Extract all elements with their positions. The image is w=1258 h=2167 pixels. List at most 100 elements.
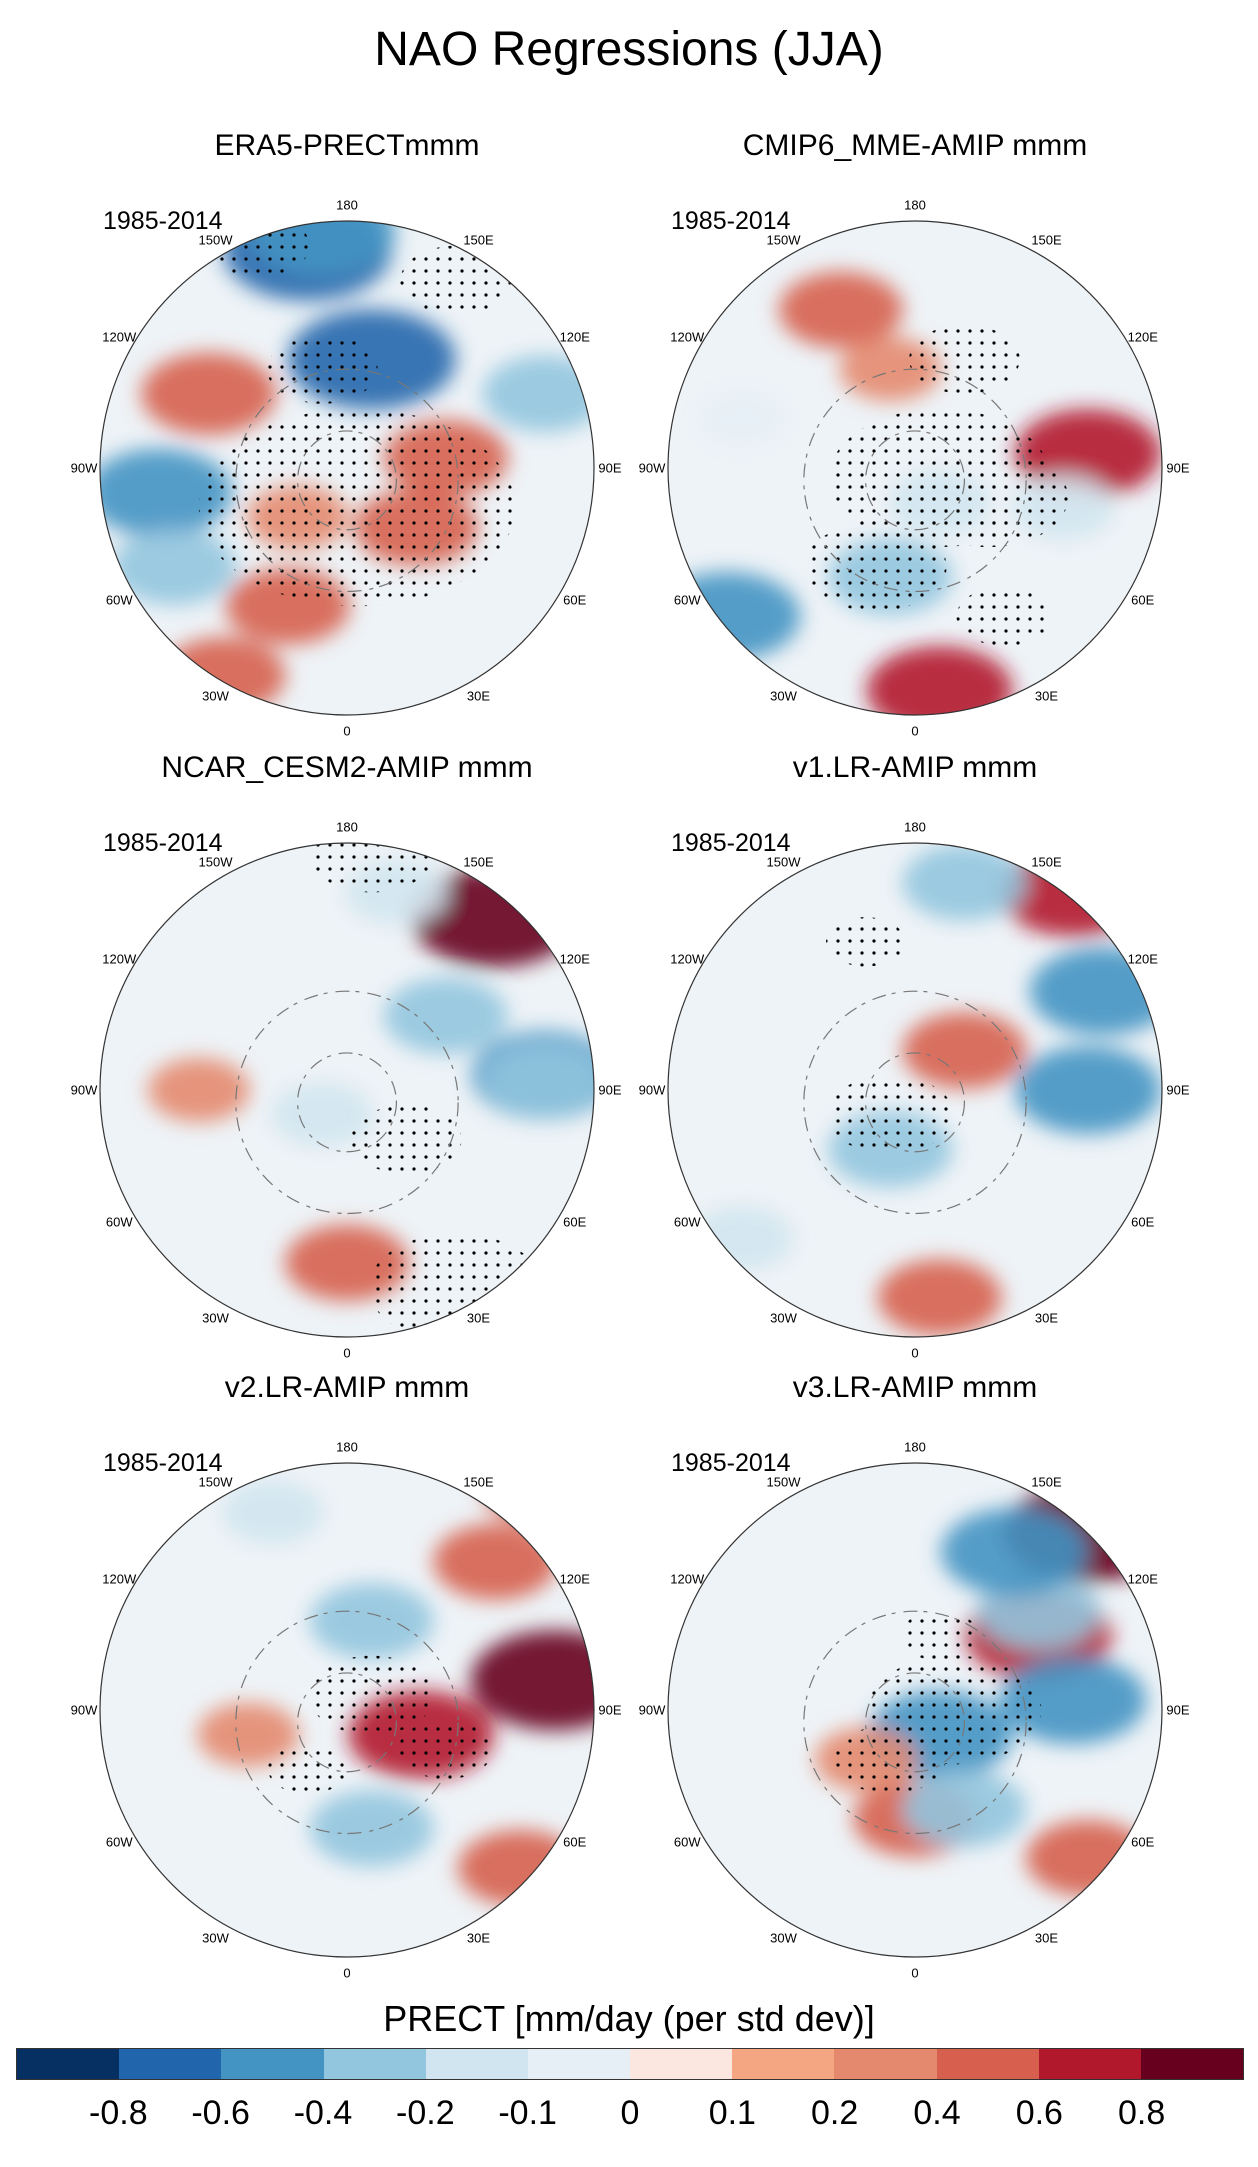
panel-period: 1985-2014 <box>103 829 223 857</box>
longitude-label: 60E <box>563 1214 587 1229</box>
anomaly-field <box>696 389 788 448</box>
anomaly-field <box>147 1058 250 1122</box>
panel-period: 1985-2014 <box>103 207 223 235</box>
colorbar-tick-label: -0.4 <box>293 2094 353 2132</box>
longitude-label: 120W <box>670 951 705 966</box>
longitude-label: 30E <box>466 1930 491 1946</box>
colorbar-tick-label: 0.1 <box>708 2094 756 2132</box>
longitude-label: 0 <box>343 1345 351 1361</box>
significance-stipple <box>350 1104 462 1174</box>
anomaly-field <box>470 1630 594 1731</box>
longitude-label: 0 <box>343 1965 351 1981</box>
anomaly-field <box>433 1523 558 1600</box>
map-border <box>667 1462 1163 1958</box>
longitude-label: 90W <box>70 1702 98 1718</box>
longitude-label: 150W <box>766 1474 801 1490</box>
panel-period: 1985-2014 <box>671 207 791 235</box>
longitude-label: 90E <box>598 460 622 476</box>
coastline <box>235 368 459 593</box>
longitude-label: 180 <box>904 1439 926 1455</box>
longitude-label: 90E <box>1166 1082 1190 1098</box>
coastline <box>297 430 398 531</box>
longitude-label: 180 <box>904 819 926 835</box>
longitude-label: 120W <box>670 329 705 344</box>
longitude-label: 180 <box>904 197 926 213</box>
longitude-label: 180 <box>336 819 358 835</box>
colorbar-segment <box>119 2049 222 2079</box>
anomaly-field <box>1025 1820 1150 1897</box>
significance-stipple <box>398 1719 494 1780</box>
longitude-label: 0 <box>911 1965 919 1981</box>
longitude-label: 60W <box>673 592 701 607</box>
longitude-label: 120E <box>1127 329 1158 344</box>
anomaly-field <box>100 448 233 537</box>
longitude-label: 180 <box>336 197 358 213</box>
panel-period: 1985-2014 <box>671 1449 791 1477</box>
anomaly-field <box>691 1206 794 1271</box>
significance-stipple <box>909 324 1020 394</box>
significance-stipple <box>826 917 906 967</box>
anomaly-field <box>902 1012 1027 1089</box>
longitude-label: 60W <box>673 1834 701 1849</box>
anomaly-field <box>902 1770 1027 1847</box>
map-border <box>99 842 595 1338</box>
anomaly-field <box>309 1583 434 1660</box>
polar-map <box>667 220 1163 716</box>
longitude-label: 90W <box>70 1082 98 1098</box>
colorbar-segment <box>323 2049 426 2079</box>
longitude-label: 150E <box>463 854 494 870</box>
colorbar-tick-label: 0.4 <box>913 2094 961 2132</box>
panel-title: ERA5-PRECTmmm <box>214 129 480 162</box>
longitude-label: 30W <box>770 1930 797 1946</box>
panel-period: 1985-2014 <box>103 1449 223 1477</box>
longitude-label: 120W <box>670 1571 705 1586</box>
longitude-label: 60E <box>563 592 587 607</box>
significance-stipple <box>266 334 378 404</box>
longitude-label: 30W <box>770 688 797 704</box>
longitude-label: 90W <box>638 460 666 476</box>
figure-title: NAO Regressions (JJA) <box>374 23 884 76</box>
longitude-label: 90E <box>598 1082 622 1098</box>
colorbar-segment <box>425 2049 528 2079</box>
colorbar-segment <box>936 2049 1039 2079</box>
coastline <box>865 1672 966 1773</box>
anomaly-field <box>482 1042 594 1119</box>
panel-title: NCAR_CESM2-AMIP mmm <box>161 751 533 784</box>
panel-title: v3.LR-AMIP mmm <box>792 1371 1038 1404</box>
significance-stipple <box>827 1075 954 1155</box>
longitude-label: 180 <box>336 1439 358 1455</box>
longitude-label: 120E <box>559 951 590 966</box>
longitude-label: 90W <box>638 1702 666 1718</box>
longitude-label: 30E <box>466 688 491 704</box>
colorbar-segment <box>834 2049 937 2079</box>
longitude-label: 30E <box>1034 1310 1059 1326</box>
longitude-label: 90E <box>1166 1702 1190 1718</box>
anomaly-field <box>141 352 277 435</box>
map-border <box>667 220 1163 716</box>
longitude-label: 90W <box>638 1082 666 1098</box>
longitude-label: 150W <box>766 232 801 248</box>
longitude-label: 150W <box>766 854 801 870</box>
longitude-label: 120E <box>559 1571 590 1586</box>
significance-stipple <box>198 408 515 607</box>
colorbar-tick-label: 0.6 <box>1015 2094 1063 2132</box>
polar-map <box>667 1462 1163 1958</box>
longitude-label: 150E <box>1031 1474 1062 1490</box>
longitude-label: 60E <box>1131 592 1155 607</box>
panel-period: 1985-2014 <box>671 829 791 857</box>
colorbar-tick-label: 0.2 <box>811 2094 859 2132</box>
colorbar-segment <box>1038 2049 1141 2079</box>
longitude-label: 150W <box>198 1474 233 1490</box>
colorbar-tick-label: -0.8 <box>89 2094 148 2132</box>
longitude-label: 60E <box>1131 1834 1155 1849</box>
longitude-label: 60W <box>105 592 133 607</box>
anomaly-field <box>221 1480 324 1545</box>
longitude-label: 30W <box>202 688 229 704</box>
longitude-label: 150E <box>1031 232 1062 248</box>
polar-map <box>99 220 595 716</box>
anomaly-field <box>112 528 237 605</box>
colorbar-segment <box>527 2049 631 2079</box>
significance-stipple <box>956 586 1052 646</box>
longitude-label: 60W <box>105 1834 133 1849</box>
longitude-label: 30E <box>1034 688 1059 704</box>
